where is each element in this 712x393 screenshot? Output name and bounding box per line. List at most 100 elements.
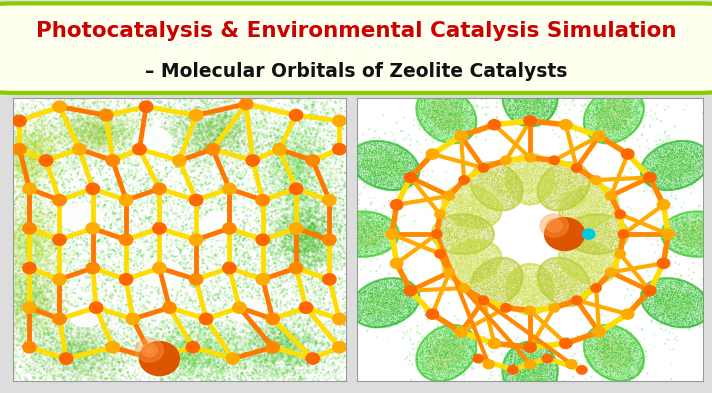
Point [543,171,554,177]
Point [198,222,209,228]
Point [235,125,246,132]
Point [448,229,459,235]
Point [670,242,681,248]
Point [595,198,607,205]
Point [543,378,554,385]
Point [259,235,271,241]
Point [562,166,574,173]
Point [177,346,189,353]
Point [480,261,491,267]
Point [72,349,83,355]
Point [241,310,253,316]
Point [14,125,25,132]
Point [61,306,72,312]
Point [541,277,553,284]
Point [506,349,517,356]
Point [155,140,167,146]
Point [330,176,342,183]
Point [677,248,689,254]
Point [338,149,350,155]
Point [234,130,246,136]
Point [602,342,613,348]
Point [529,340,540,346]
Point [691,252,702,259]
Point [494,268,506,275]
Point [435,235,446,242]
Point [513,265,524,271]
Point [470,186,481,193]
Point [442,263,454,269]
Point [36,294,47,300]
Point [511,290,522,296]
Point [303,343,314,349]
Point [430,352,441,358]
Point [264,279,276,285]
Point [231,319,242,325]
Point [473,293,485,299]
Point [506,111,518,118]
Point [520,188,532,194]
Point [364,247,375,253]
Point [254,99,266,106]
Point [52,273,63,279]
Point [572,223,584,230]
Point [583,354,595,360]
Point [545,203,556,209]
Point [17,149,28,156]
Point [523,116,534,123]
Point [11,351,23,357]
Point [525,283,536,290]
Point [150,156,162,162]
Point [387,288,399,295]
Point [622,331,634,337]
Point [513,159,525,165]
Point [597,268,608,275]
Point [290,344,301,351]
Point [222,123,234,129]
Point [419,97,431,103]
Point [227,230,239,237]
Point [668,318,679,325]
Point [61,277,73,284]
Point [527,166,538,173]
Point [269,344,281,351]
Point [439,201,451,208]
Point [298,218,309,224]
Point [469,111,481,117]
Point [521,370,533,376]
Point [269,342,281,348]
Point [469,238,481,244]
Point [511,111,522,117]
Point [39,107,51,113]
Point [444,250,456,256]
Point [453,217,464,224]
Point [275,357,286,364]
Point [450,372,461,378]
Point [555,283,566,289]
Point [13,322,24,328]
Point [394,163,406,170]
Point [666,221,678,228]
Point [324,250,335,257]
Point [36,236,47,242]
Point [137,140,149,146]
Point [669,235,680,241]
Point [453,112,464,118]
Point [585,239,597,245]
Point [88,123,99,129]
Point [486,168,498,174]
Point [202,347,214,354]
Point [118,127,130,133]
Point [366,286,377,293]
Point [442,96,454,103]
Point [565,261,576,267]
Point [206,339,218,345]
Point [436,233,447,239]
Point [49,200,61,207]
Point [434,116,446,122]
Point [505,189,516,195]
Point [616,361,627,367]
Point [56,125,68,131]
Point [27,316,38,323]
Point [449,242,460,248]
